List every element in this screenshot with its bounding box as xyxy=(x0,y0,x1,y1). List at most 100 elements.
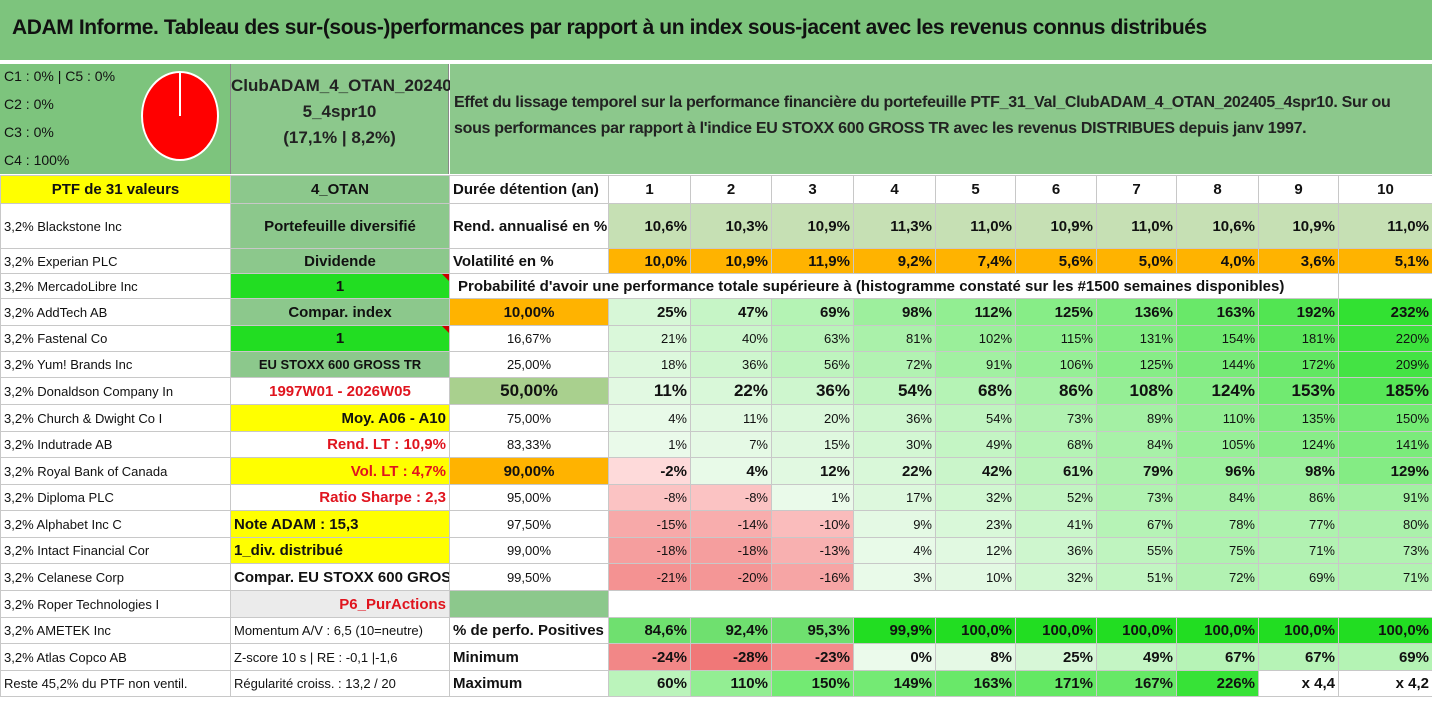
rend-value: 10,3% xyxy=(690,203,772,249)
quantile-value: -18% xyxy=(690,537,772,564)
table-row: 3,2% Indutrade AB Rend. LT : 10,9% 83,33% 1… xyxy=(0,431,1432,458)
year-header: 7 xyxy=(1096,175,1177,204)
stock-name: 3,2% AddTech AB xyxy=(0,298,231,326)
quantile-value: 135% xyxy=(1258,404,1339,432)
quantile-value: 91% xyxy=(935,351,1016,378)
quantile-value: -21% xyxy=(608,563,691,591)
quantile-value: 25% xyxy=(608,298,691,326)
quantile-value: 69% xyxy=(771,298,854,326)
page-title: ADAM Informe. Tableau des sur-(sous-)per… xyxy=(0,0,1432,60)
table-row: 3,2% Intact Financial Cor 1_div. distribu… xyxy=(0,537,1432,564)
stock-name: 3,2% Roper Technologies I xyxy=(0,590,231,618)
max-value: 150% xyxy=(771,670,854,697)
portfolio-info: Ratio Sharpe : 2,3 xyxy=(230,484,450,511)
max-value: 167% xyxy=(1096,670,1177,697)
quantile-value: -2% xyxy=(608,457,691,485)
quantile-value: 23% xyxy=(935,510,1016,538)
stock-name: 3,2% Fastenal Co xyxy=(0,325,231,352)
quantile-value: 17% xyxy=(853,484,936,511)
pos-value: 100,0% xyxy=(935,617,1016,644)
spacer-cell xyxy=(449,590,609,618)
quantile-value: 15% xyxy=(771,431,854,458)
quantile-value: -16% xyxy=(771,563,854,591)
table-row: 3,2% AddTech AB Compar. index 10,00% 25% 47%… xyxy=(0,298,1432,326)
quantile-value: 63% xyxy=(771,325,854,352)
quantile-value: 1% xyxy=(608,431,691,458)
quantile-value: 110% xyxy=(1176,404,1259,432)
quantile-value: -10% xyxy=(771,510,854,538)
quantile-value: -20% xyxy=(690,563,772,591)
quantile-value: 75% xyxy=(1176,537,1259,564)
quantile-value: 124% xyxy=(1258,431,1339,458)
table-row: 3,2% MercadoLibre Inc 1 Probabilité d'avoi… xyxy=(0,273,1432,299)
quantile-value: 12% xyxy=(771,457,854,485)
quantile-value: -13% xyxy=(771,537,854,564)
stock-name: 3,2% Indutrade AB xyxy=(0,431,231,458)
portfolio-info: Moy. A06 - A10 xyxy=(230,404,450,432)
quantile-value: 67% xyxy=(1096,510,1177,538)
min-value: 69% xyxy=(1338,643,1432,671)
quantile-value: 72% xyxy=(1176,563,1259,591)
vol-value: 3,6% xyxy=(1258,248,1339,274)
pos-value: 100,0% xyxy=(1338,617,1432,644)
quantile-value: -8% xyxy=(608,484,691,511)
year-header: 2 xyxy=(690,175,772,204)
max-value: 149% xyxy=(853,670,936,697)
quantile-value: 79% xyxy=(1096,457,1177,485)
quantile-value: 68% xyxy=(935,377,1016,405)
min-value: -28% xyxy=(690,643,772,671)
quantile-value: 3% xyxy=(853,563,936,591)
class-weight: C3 : 0% xyxy=(4,124,54,140)
quantile-level: 25,00% xyxy=(449,351,609,378)
portfolio-perf: (17,1% | 8,2%) xyxy=(283,128,396,147)
class-weight: C1 : 0% | C5 : 0% xyxy=(4,68,116,84)
quantile-value: 154% xyxy=(1176,325,1259,352)
quantile-level: 99,50% xyxy=(449,563,609,591)
portfolio-info: Portefeuille diversifié xyxy=(230,203,450,249)
max-label: Maximum xyxy=(449,670,609,697)
portfolio-info: Dividende xyxy=(230,248,450,274)
max-value: 60% xyxy=(608,670,691,697)
portfolio-info: Compar. EU STOXX 600 GROSS TR xyxy=(230,563,450,591)
quantile-value: 91% xyxy=(1338,484,1432,511)
table-row: 3,2% Fastenal Co 1 16,67% 21% 40% 63% 81% 102% 1… xyxy=(0,325,1432,352)
rend-value: 11,3% xyxy=(853,203,936,249)
portfolio-info: 1 xyxy=(230,273,450,299)
quantile-level: 97,50% xyxy=(449,510,609,538)
stock-name: 3,2% Donaldson Company In xyxy=(0,377,231,405)
year-header: 1 xyxy=(608,175,691,204)
quantile-level: 95,00% xyxy=(449,484,609,511)
max-value: x 4,4 xyxy=(1258,670,1339,697)
pos-value: 92,4% xyxy=(690,617,772,644)
class-weights-panel: C1 : 0% | C5 : 0% C2 : 0% C3 : 0% C4 : 1… xyxy=(0,64,231,174)
table-row: 3,2% Celanese Corp Compar. EU STOXX 600 G… xyxy=(0,563,1432,591)
portfolio-info: Note ADAM : 15,3 xyxy=(230,510,450,538)
vol-value: 7,4% xyxy=(935,248,1016,274)
stock-name: 3,2% Celanese Corp xyxy=(0,563,231,591)
table-row: 3,2% Alphabet Inc C Note ADAM : 15,3 97,50… xyxy=(0,510,1432,538)
quantile-value: 11% xyxy=(690,404,772,432)
quantile-value: 106% xyxy=(1015,351,1097,378)
quantile-value: 220% xyxy=(1338,325,1432,352)
table-row: 3,2% Church & Dwight Co I Moy. A06 - A10 7… xyxy=(0,404,1432,432)
quantile-value: 54% xyxy=(853,377,936,405)
portfolio-info: Rend. LT : 10,9% xyxy=(230,431,450,458)
stock-name: 3,2% Royal Bank of Canada xyxy=(0,457,231,485)
portfolio-info: Régularité croiss. : 13,2 / 20 xyxy=(230,670,450,697)
quantile-value: 51% xyxy=(1096,563,1177,591)
portfolio-info: Momentum A/V : 6,5 (10=neutre) xyxy=(230,617,450,644)
quantile-value: 18% xyxy=(608,351,691,378)
quantile-value: 1% xyxy=(771,484,854,511)
quantile-value: 52% xyxy=(1015,484,1097,511)
vol-value: 9,2% xyxy=(853,248,936,274)
min-value: 67% xyxy=(1176,643,1259,671)
quantile-value: 71% xyxy=(1338,563,1432,591)
portfolio-info: Vol. LT : 4,7% xyxy=(230,457,450,485)
quantile-value: 80% xyxy=(1338,510,1432,538)
quantile-value: 49% xyxy=(935,431,1016,458)
quantile-value: 7% xyxy=(690,431,772,458)
quantile-value: 61% xyxy=(1015,457,1097,485)
quantile-value: 47% xyxy=(690,298,772,326)
pos-value: 99,9% xyxy=(853,617,936,644)
quantile-value: 141% xyxy=(1338,431,1432,458)
